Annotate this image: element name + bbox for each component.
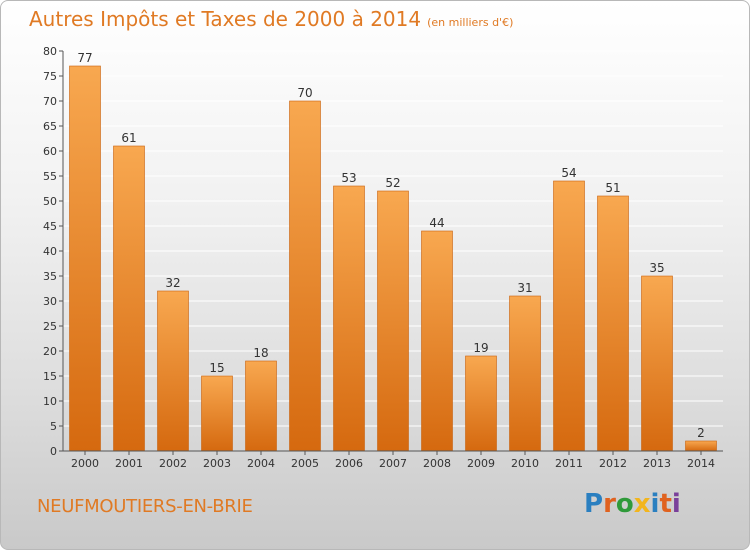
y-tick-label: 30: [43, 295, 57, 308]
data-label: 54: [561, 166, 576, 180]
bar-2005: [289, 100, 321, 452]
y-tick-label: 5: [50, 420, 57, 433]
bar-2007: [377, 190, 409, 452]
data-label: 15: [209, 361, 224, 375]
bars: 77 61 32 15 18 70 53 52 44 19 31 54 51 35 2: [69, 51, 717, 452]
y-tick-label: 55: [43, 170, 57, 183]
y-tick-label: 45: [43, 220, 57, 233]
commune-name: NEUFMOUTIERS-EN-BRIE: [37, 496, 253, 517]
y-tick-label: 65: [43, 120, 57, 133]
y-tick-label: 15: [43, 370, 57, 383]
x-tick-label: 2009: [467, 457, 495, 470]
x-tick-label: 2001: [115, 457, 143, 470]
chart-title: Autres Impôts et Taxes de 2000 à 2014 (en…: [29, 7, 513, 31]
logo-letter: i: [671, 489, 681, 519]
proxiti-logo: Proxiti: [584, 489, 681, 519]
x-tick-label: 2013: [643, 457, 671, 470]
logo-letter: t: [659, 489, 672, 519]
x-tick-label: 2007: [379, 457, 407, 470]
x-tick-label: 2005: [291, 457, 319, 470]
bar-2003: [201, 375, 233, 452]
y-tick-label: 10: [43, 395, 57, 408]
logo-letter: i: [650, 489, 660, 519]
data-label: 70: [297, 86, 312, 100]
y-tick-label: 50: [43, 195, 57, 208]
data-label: 44: [429, 216, 444, 230]
data-label: 77: [77, 51, 92, 65]
data-label: 31: [517, 281, 532, 295]
data-label: 35: [649, 261, 664, 275]
x-tick-label: 2014: [687, 457, 715, 470]
x-tick-label: 2002: [159, 457, 187, 470]
bar-2014: [685, 440, 717, 452]
y-tick-label: 60: [43, 145, 57, 158]
chart-title-text: Autres Impôts et Taxes de 2000 à 2014: [29, 7, 422, 31]
logo-letter: x: [633, 489, 651, 519]
y-tick-label: 25: [43, 320, 57, 333]
logo-letter: P: [584, 489, 604, 519]
x-tick-label: 2004: [247, 457, 275, 470]
y-tick-label: 35: [43, 270, 57, 283]
bar-2008: [421, 230, 453, 452]
y-tick-label: 20: [43, 345, 57, 358]
data-label: 2: [697, 426, 705, 440]
bar-2000: [69, 65, 101, 452]
data-label: 19: [473, 341, 488, 355]
y-tick-label: 80: [43, 45, 57, 58]
y-tick-label: 70: [43, 95, 57, 108]
x-tick-label: 2010: [511, 457, 539, 470]
axes: 0 5 10 15 20 25 30 35 40 45 50 55 60 65 70 75 80 2000 2001…: [43, 45, 723, 470]
bar-2001: [113, 145, 145, 452]
bar-2002: [157, 290, 189, 452]
data-label: 53: [341, 171, 356, 185]
data-label: 51: [605, 181, 620, 195]
bar-2012: [597, 195, 629, 452]
x-tick-label: 2003: [203, 457, 231, 470]
bar-2006: [333, 185, 365, 452]
bar-2009: [465, 355, 497, 452]
x-tick-label: 2011: [555, 457, 583, 470]
x-tick-label: 2008: [423, 457, 451, 470]
bar-2010: [509, 295, 541, 452]
x-tick-label: 2000: [71, 457, 99, 470]
bar-2004: [245, 360, 277, 452]
bar-2013: [641, 275, 673, 452]
bar-2011: [553, 180, 585, 452]
unit-note: (en milliers d'€): [427, 16, 514, 29]
y-tick-label: 75: [43, 70, 57, 83]
logo-letter: r: [603, 489, 616, 519]
data-label: 61: [121, 131, 136, 145]
data-label: 52: [385, 176, 400, 190]
x-tick-label: 2006: [335, 457, 363, 470]
y-tick-label: 0: [50, 445, 57, 458]
data-label: 32: [165, 276, 180, 290]
y-tick-label: 40: [43, 245, 57, 258]
x-tick-label: 2012: [599, 457, 627, 470]
data-label: 18: [253, 346, 268, 360]
logo-letter: o: [615, 489, 634, 519]
